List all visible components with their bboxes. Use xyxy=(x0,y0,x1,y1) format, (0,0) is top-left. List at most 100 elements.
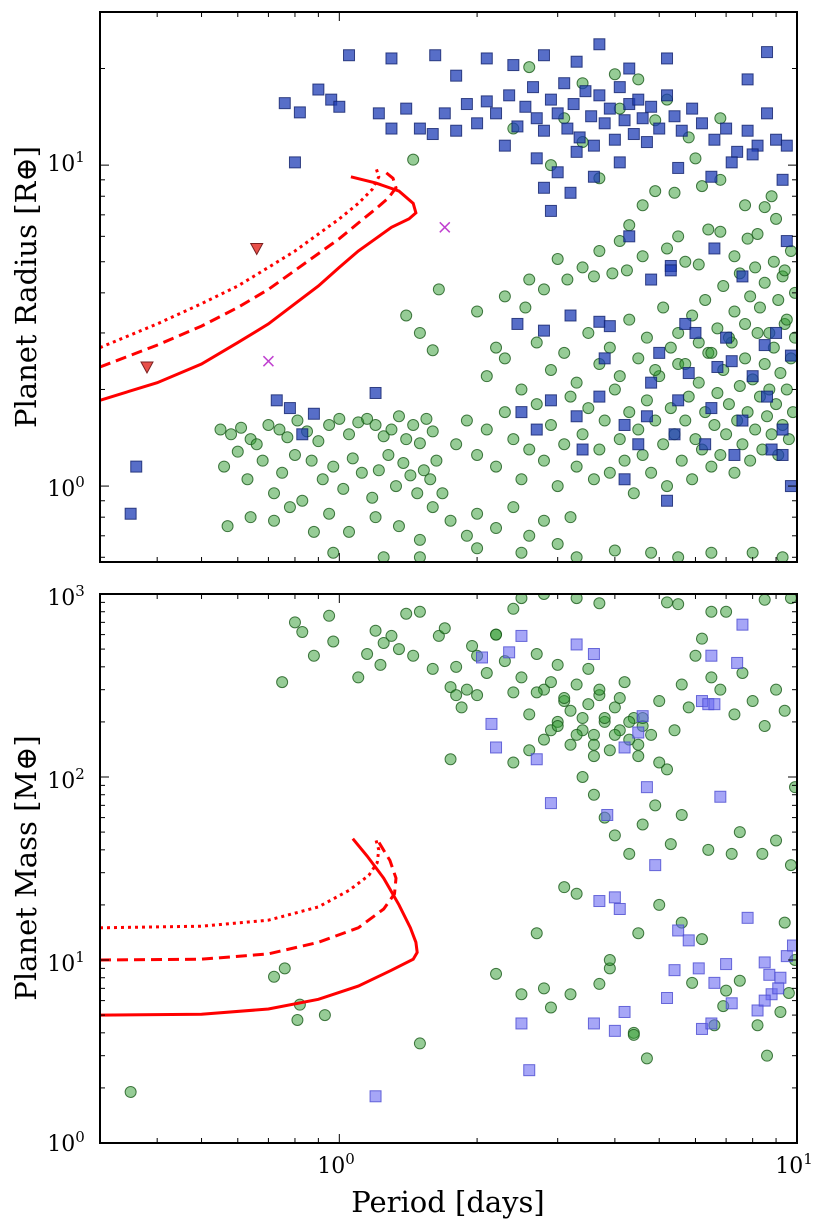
blue-square-point xyxy=(460,98,473,111)
green-circle-point xyxy=(632,927,645,940)
green-circle-point xyxy=(570,460,583,473)
blue-square-point xyxy=(640,136,653,149)
green-circle-point xyxy=(741,232,754,245)
green-circle-point xyxy=(714,448,727,461)
green-circle-point xyxy=(558,438,571,451)
green-circle-point xyxy=(720,984,733,997)
green-circle-point xyxy=(675,678,688,691)
green-circle-point xyxy=(603,341,616,354)
blue-square-point xyxy=(450,124,463,137)
blue-square-point xyxy=(573,131,586,144)
green-circle-point xyxy=(789,331,797,344)
blue-square-point xyxy=(530,152,543,165)
blue-square-point xyxy=(618,473,631,486)
lightblue-square-point xyxy=(705,649,718,662)
green-circle-point xyxy=(281,431,294,444)
green-circle-point xyxy=(672,598,685,611)
green-circle-point xyxy=(661,480,674,493)
green-circle-point xyxy=(758,594,771,606)
green-circle-point xyxy=(722,398,735,411)
green-circle-point xyxy=(778,916,791,929)
green-circle-point xyxy=(407,153,420,166)
green-circle-point xyxy=(564,390,577,403)
blue-square-point xyxy=(672,394,685,407)
green-circle-point xyxy=(645,546,658,559)
green-circle-point xyxy=(385,629,398,642)
green-circle-point xyxy=(323,507,336,520)
green-circle-point xyxy=(739,199,752,212)
top-panel-frame xyxy=(99,11,798,563)
lightblue-square-point xyxy=(632,726,645,739)
blue-square-point xyxy=(503,89,516,102)
green-circle-point xyxy=(377,636,390,649)
lightblue-square-point xyxy=(682,934,695,947)
blue-square-point xyxy=(296,428,309,441)
green-circle-point xyxy=(530,927,543,940)
green-circle-point xyxy=(374,658,387,671)
green-circle-point xyxy=(746,695,759,708)
blue-square-point xyxy=(507,59,520,72)
green-circle-point xyxy=(613,433,626,446)
green-circle-point xyxy=(653,756,666,769)
green-circle-point xyxy=(675,808,688,821)
red-curve-dashed xyxy=(100,168,398,369)
green-circle-point xyxy=(327,546,340,559)
green-circle-point xyxy=(490,628,503,641)
green-circle-point xyxy=(544,363,557,376)
lightblue-square-point xyxy=(587,648,600,661)
lightblue-square-point xyxy=(725,997,738,1010)
green-circle-point xyxy=(733,826,746,839)
green-circle-point xyxy=(288,448,301,461)
green-circle-point xyxy=(268,970,281,983)
blue-square-point xyxy=(515,406,528,419)
green-circle-point xyxy=(323,418,336,431)
green-circle-point xyxy=(392,410,405,423)
green-circle-point xyxy=(686,976,699,989)
blue-square-point xyxy=(645,376,658,389)
green-circle-point xyxy=(400,433,413,446)
green-circle-point xyxy=(632,423,645,436)
green-circle-point xyxy=(623,715,636,728)
green-circle-point xyxy=(316,473,329,486)
green-circle-point xyxy=(231,445,244,458)
green-circle-point xyxy=(392,643,405,656)
lightblue-square-point xyxy=(570,638,583,651)
green-circle-point xyxy=(778,704,791,717)
green-circle-point xyxy=(413,1037,426,1050)
green-circle-point xyxy=(515,671,528,684)
green-circle-point xyxy=(784,859,797,872)
green-circle-point xyxy=(587,788,600,801)
green-circle-point xyxy=(587,738,600,751)
green-circle-point xyxy=(632,73,645,86)
lightblue-square-point xyxy=(608,1024,621,1037)
green-circle-point xyxy=(711,386,724,399)
blue-square-point xyxy=(385,122,398,135)
blue-square-point xyxy=(587,139,600,152)
green-circle-point xyxy=(608,383,621,396)
green-circle-point xyxy=(620,264,633,277)
blue-square-point xyxy=(369,386,382,399)
green-circle-point xyxy=(343,525,356,538)
blue-square-point xyxy=(438,107,451,120)
green-circle-point xyxy=(355,466,368,479)
blue-square-point xyxy=(511,120,524,133)
bottom-panel: 103 102 101 100 100 101 Period [days] Pl… xyxy=(9,582,813,1219)
green-circle-point xyxy=(323,609,336,622)
green-circle-point xyxy=(705,671,718,684)
green-circle-point xyxy=(593,977,606,990)
blue-square-point xyxy=(544,204,557,217)
blue-square-point xyxy=(564,186,577,199)
green-circle-point xyxy=(404,469,417,482)
green-circle-point xyxy=(751,326,764,339)
green-circle-point xyxy=(705,346,718,359)
green-circle-point xyxy=(523,744,536,757)
green-circle-point xyxy=(564,511,577,524)
top-y-tick-label-1: 100 xyxy=(47,473,85,502)
blue-square-point xyxy=(695,117,708,130)
green-circle-point xyxy=(346,452,359,465)
green-circle-point xyxy=(498,352,511,365)
green-circle-point xyxy=(587,750,600,763)
green-circle-point xyxy=(636,199,649,212)
blue-square-point xyxy=(312,83,325,96)
green-circle-point xyxy=(455,701,468,714)
